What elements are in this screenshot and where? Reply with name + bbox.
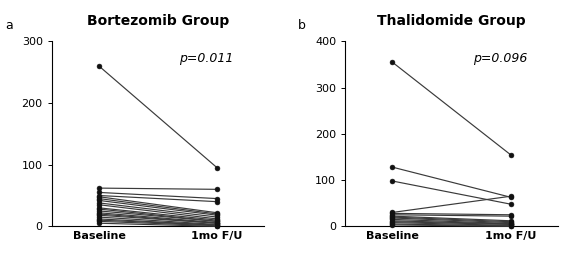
Text: a: a <box>5 19 13 32</box>
Text: b: b <box>298 19 306 32</box>
Title: Bortezomib Group: Bortezomib Group <box>87 14 229 28</box>
Text: p=0.096: p=0.096 <box>473 52 527 65</box>
Text: p=0.011: p=0.011 <box>179 52 233 65</box>
Title: Thalidomide Group: Thalidomide Group <box>377 14 526 28</box>
